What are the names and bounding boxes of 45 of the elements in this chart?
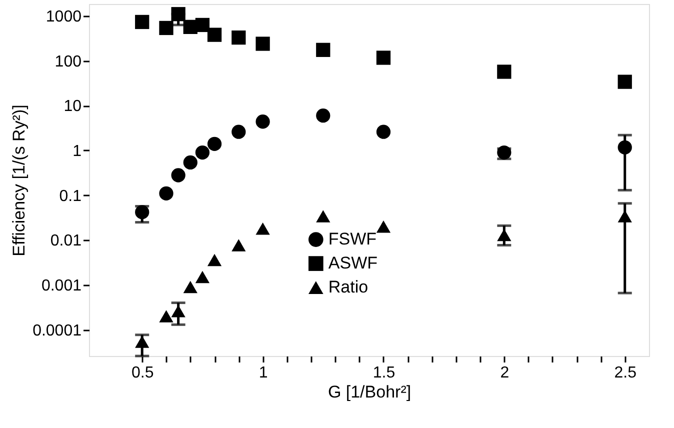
y-tick-label: 1000 [46,8,82,26]
point [376,220,391,233]
point [135,14,150,30]
point [376,50,391,65]
point [256,114,270,129]
point [159,20,174,36]
x-tick-label: 0.5 [131,364,154,382]
point [316,108,330,123]
point [207,254,222,266]
point [159,186,174,200]
y-tick-label: 1 [72,142,82,160]
y-axis-title: Efficiency [1/(s Ry²)] [10,104,29,256]
point [171,168,186,182]
legend-label: Ratio [328,278,368,297]
point [207,136,222,151]
point [232,239,246,252]
x-tick-label: 2 [500,364,510,382]
y-tick-label: 0.0001 [32,322,82,340]
point [195,18,210,32]
x-axis-title: G [1/Bohr²] [328,382,412,402]
x-tick-label: 1 [258,364,268,382]
point [207,28,222,42]
point [232,30,246,45]
y-tick-label: 10 [64,98,82,116]
x-tick-label: 2.5 [614,364,637,382]
point [376,124,391,139]
legend-label: FSWF [328,230,377,249]
y-tick-label: 0.01 [50,232,82,250]
y-tick-label: 100 [54,53,82,70]
point [316,210,330,222]
point [256,222,270,235]
point [159,310,174,322]
point [316,42,330,57]
point [195,145,210,160]
x-tick-label: 1.5 [372,364,396,382]
point [183,155,198,170]
point [183,280,198,294]
legend-label: ASWF [328,254,378,273]
point [195,270,210,284]
point [497,64,512,79]
y-tick-label: 0.001 [41,277,82,294]
point [618,74,632,89]
point [232,124,246,139]
point [256,36,270,51]
y-tick-label: 0.1 [59,188,82,205]
